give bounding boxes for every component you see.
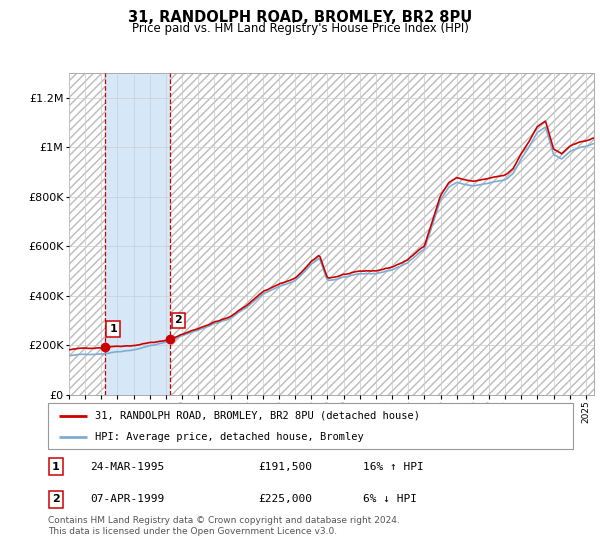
Text: 24-MAR-1995: 24-MAR-1995 [90, 461, 164, 472]
Bar [69, 73, 105, 395]
FancyBboxPatch shape [48, 403, 573, 449]
Text: £225,000: £225,000 [258, 494, 312, 505]
Text: 31, RANDOLPH ROAD, BROMLEY, BR2 8PU: 31, RANDOLPH ROAD, BROMLEY, BR2 8PU [128, 10, 472, 25]
Text: 31, RANDOLPH ROAD, BROMLEY, BR2 8PU (detached house): 31, RANDOLPH ROAD, BROMLEY, BR2 8PU (det… [95, 410, 420, 421]
Bar [105, 73, 170, 395]
Bar [170, 73, 594, 395]
Text: 16% ↑ HPI: 16% ↑ HPI [363, 461, 424, 472]
Text: 6% ↓ HPI: 6% ↓ HPI [363, 494, 417, 505]
Text: 1: 1 [52, 461, 60, 472]
Text: Price paid vs. HM Land Registry's House Price Index (HPI): Price paid vs. HM Land Registry's House … [131, 22, 469, 35]
Text: 2: 2 [175, 315, 182, 325]
Text: HPI: Average price, detached house, Bromley: HPI: Average price, detached house, Brom… [95, 432, 364, 442]
Text: Contains HM Land Registry data © Crown copyright and database right 2024.
This d: Contains HM Land Registry data © Crown c… [48, 516, 400, 536]
Text: 1: 1 [109, 324, 117, 334]
Text: £191,500: £191,500 [258, 461, 312, 472]
Text: 07-APR-1999: 07-APR-1999 [90, 494, 164, 505]
Text: 2: 2 [52, 494, 60, 505]
